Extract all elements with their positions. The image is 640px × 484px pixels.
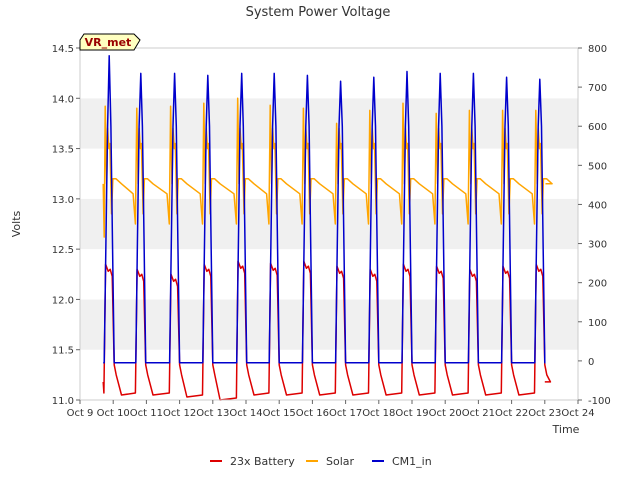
x-tick-label: Oct 14 (229, 408, 262, 419)
x-tick-label: Oct 18 (362, 408, 395, 419)
background-band (80, 98, 578, 149)
x-tick-label: Oct 17 (329, 408, 362, 419)
y-right-tick-label: 100 (588, 318, 607, 329)
plot-frame (79, 47, 579, 401)
chart-title: System Power Voltage (246, 5, 391, 20)
legend-label-solar: Solar (326, 455, 355, 468)
x-tick-label: Oct 11 (130, 408, 163, 419)
y-left-tick-label: 11.0 (52, 396, 74, 407)
y-right-tick-label: 800 (588, 44, 607, 55)
x-tick-label: Oct 13 (196, 408, 229, 419)
x-tick-label: Oct 23 (528, 408, 561, 419)
x-tick-label: Oct 12 (163, 408, 196, 419)
x-tick-label: Oct 22 (495, 408, 528, 419)
y-left-tick-label: 14.0 (52, 94, 74, 105)
y-left-tick-label: 13.5 (52, 145, 74, 156)
x-tick-label: Oct 9 (67, 408, 94, 419)
x-tick-label: Oct 24 (561, 408, 594, 419)
x-axis-label: Time (552, 423, 580, 436)
x-tick-label: Oct 10 (97, 408, 130, 419)
legend-label-cm1-in: CM1_in (392, 455, 432, 468)
series-line-23x-battery (102, 260, 552, 401)
y-right-tick-label: 600 (588, 122, 607, 133)
background-band (80, 299, 578, 350)
y-right-tick-label: -100 (588, 396, 611, 407)
y-left-tick-label: 13.0 (52, 195, 74, 206)
background-band (80, 349, 578, 400)
background-band (80, 48, 578, 99)
y-left-tick-label: 14.5 (52, 44, 74, 55)
x-tick-label: Oct 20 (429, 408, 462, 419)
y-axis-label: Volts (10, 210, 23, 237)
y-right-tick-label: 300 (588, 240, 607, 251)
y-left-tick-label: 12.0 (52, 295, 74, 306)
badge-text: VR_met (85, 36, 132, 49)
x-tick-label: Oct 15 (263, 408, 296, 419)
y-right-tick-label: 700 (588, 83, 607, 94)
y-right-tick-label: 500 (588, 161, 607, 172)
x-tick-label: Oct 19 (395, 408, 428, 419)
x-tick-label: Oct 21 (462, 408, 495, 419)
vr-met-badge: VR_met (79, 33, 141, 51)
x-tick-label: Oct 16 (296, 408, 329, 419)
background-band (80, 249, 578, 300)
y-left-tick-label: 12.5 (52, 245, 74, 256)
series-line-cm1-in (103, 55, 546, 364)
legend: 23x Battery Solar CM1_in (210, 455, 432, 468)
background-band (80, 198, 578, 250)
y-right-tick-label: 0 (588, 357, 594, 368)
legend-label-23x-battery: 23x Battery (230, 455, 295, 468)
y-right-tick-label: 400 (588, 200, 607, 211)
y-right-tick-label: 200 (588, 279, 607, 290)
y-left-tick-label: 11.5 (52, 346, 74, 357)
